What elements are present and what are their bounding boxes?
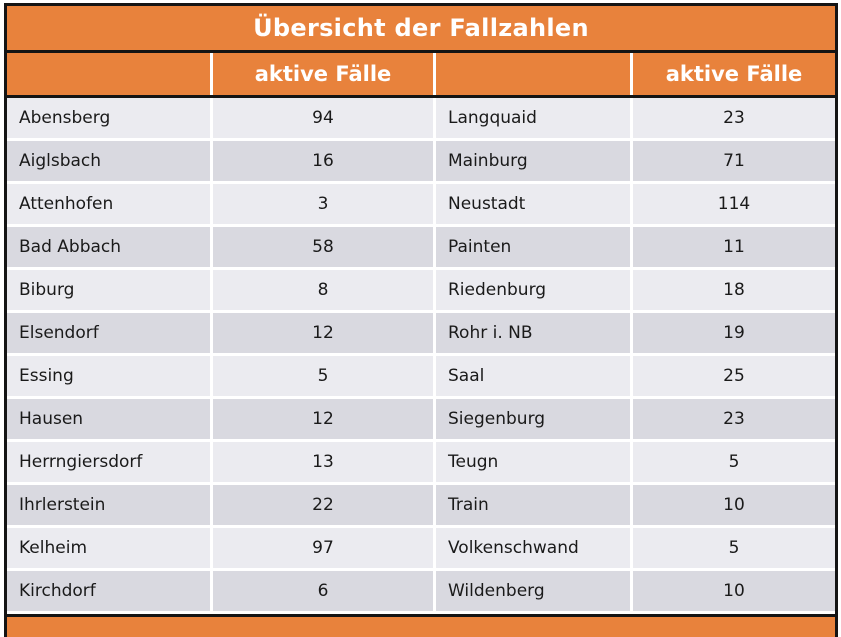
table-row: Aiglsbach 16 Mainburg 71	[7, 141, 835, 181]
column-header-empty-left	[7, 53, 210, 95]
divider	[7, 611, 835, 614]
town-name-cell: Wildenberg	[436, 571, 630, 611]
table-row: Essing 5 Saal 25	[7, 356, 835, 396]
town-name-cell: Mainburg	[436, 141, 630, 181]
town-name-cell: Painten	[436, 227, 630, 267]
case-count-cell: 97	[213, 528, 433, 568]
case-count-cell: 12	[213, 313, 433, 353]
case-count-cell: 22	[213, 485, 433, 525]
town-name-cell: Teugn	[436, 442, 630, 482]
case-count-cell: 5	[633, 442, 835, 482]
case-count-cell: 19	[633, 313, 835, 353]
town-name-cell: Essing	[7, 356, 210, 396]
case-count-cell: 13	[213, 442, 433, 482]
case-count-cell: 58	[213, 227, 433, 267]
case-count-cell: 25	[633, 356, 835, 396]
town-name-cell: Hausen	[7, 399, 210, 439]
table-row: Elsendorf 12 Rohr i. NB 19	[7, 313, 835, 353]
table-row: Herrngiersdorf 13 Teugn 5	[7, 442, 835, 482]
table-body: Abensberg 94 Langquaid 23 Aiglsbach 16 M…	[7, 98, 835, 611]
town-name-cell: Bad Abbach	[7, 227, 210, 267]
case-count-cell: 16	[213, 141, 433, 181]
case-count-cell: 71	[633, 141, 835, 181]
column-header-aktive-faelle-left: aktive Fälle	[213, 53, 433, 95]
case-count-cell: 3	[213, 184, 433, 224]
town-name-cell: Neustadt	[436, 184, 630, 224]
case-count-cell: 5	[633, 528, 835, 568]
town-name-cell: Train	[436, 485, 630, 525]
table-row: Attenhofen 3 Neustadt 114	[7, 184, 835, 224]
table-row: Bad Abbach 58 Painten 11	[7, 227, 835, 267]
town-name-cell: Siegenburg	[436, 399, 630, 439]
divider	[7, 614, 835, 617]
town-name-cell: Herrngiersdorf	[7, 442, 210, 482]
table-row: Ihrlerstein 22 Train 10	[7, 485, 835, 525]
case-count-cell: 10	[633, 485, 835, 525]
case-count-cell: 12	[213, 399, 433, 439]
town-name-cell: Biburg	[7, 270, 210, 310]
case-count-cell: 8	[213, 270, 433, 310]
case-count-cell: 6	[213, 571, 433, 611]
table-row: Kirchdorf 6 Wildenberg 10	[7, 571, 835, 611]
town-name-cell: Saal	[436, 356, 630, 396]
town-name-cell: Abensberg	[7, 98, 210, 138]
town-name-cell: Kirchdorf	[7, 571, 210, 611]
town-name-cell: Volkenschwand	[436, 528, 630, 568]
case-count-cell: 11	[633, 227, 835, 267]
divider	[7, 95, 835, 98]
column-header-empty-right	[436, 53, 630, 95]
column-header-aktive-faelle-right: aktive Fälle	[633, 53, 835, 95]
town-name-cell: Riedenburg	[436, 270, 630, 310]
town-name-cell: Rohr i. NB	[436, 313, 630, 353]
table-row: Kelheim 97 Volkenschwand 5	[7, 528, 835, 568]
table-row: Hausen 12 Siegenburg 23	[7, 399, 835, 439]
fallzahlen-table: Übersicht der Fallzahlen aktive Fälle ak…	[4, 3, 838, 637]
table-header-row: aktive Fälle aktive Fälle	[7, 53, 835, 95]
case-count-cell: 23	[633, 399, 835, 439]
divider	[7, 50, 835, 53]
case-count-cell: 18	[633, 270, 835, 310]
town-name-cell: Ihrlerstein	[7, 485, 210, 525]
table-row: Biburg 8 Riedenburg 18	[7, 270, 835, 310]
case-count-cell: 23	[633, 98, 835, 138]
case-count-cell: 10	[633, 571, 835, 611]
next-section-strip	[7, 617, 835, 637]
case-count-cell: 5	[213, 356, 433, 396]
town-name-cell: Attenhofen	[7, 184, 210, 224]
table-title: Übersicht der Fallzahlen	[7, 6, 835, 50]
town-name-cell: Elsendorf	[7, 313, 210, 353]
town-name-cell: Langquaid	[436, 98, 630, 138]
case-count-cell: 114	[633, 184, 835, 224]
town-name-cell: Kelheim	[7, 528, 210, 568]
town-name-cell: Aiglsbach	[7, 141, 210, 181]
table-row: Abensberg 94 Langquaid 23	[7, 98, 835, 138]
case-count-cell: 94	[213, 98, 433, 138]
